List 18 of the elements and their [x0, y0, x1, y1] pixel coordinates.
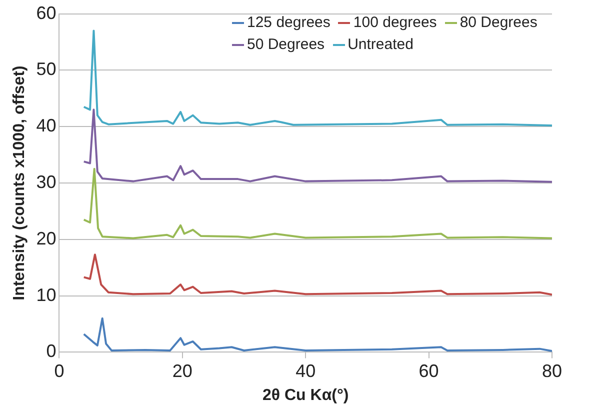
legend-label: 125 degrees — [247, 12, 330, 33]
y-tick-label: 0 — [46, 341, 56, 362]
x-tick-label: 40 — [296, 360, 316, 381]
legend-label: 100 degrees — [353, 12, 437, 33]
y-axis-title: Intensity (counts x1000, offset) — [11, 66, 28, 300]
x-tick-label: 60 — [418, 360, 439, 381]
legend-label: Untreated — [348, 34, 414, 55]
x-axis-title: 2θ Cu Kα(°) — [262, 386, 349, 404]
legend-label: 50 Degrees — [247, 34, 325, 55]
y-tick-label: 10 — [36, 284, 56, 305]
y-tick-label: 60 — [36, 2, 56, 23]
y-tick-label: 50 — [36, 59, 56, 80]
x-tick-label: 80 — [542, 360, 562, 381]
legend-label: 80 Degrees — [460, 12, 538, 33]
y-tick-label: 40 — [36, 116, 56, 136]
y-tick-label: 20 — [36, 228, 56, 248]
y-tick-label: 30 — [36, 172, 56, 192]
x-tick-label: 20 — [172, 360, 192, 381]
